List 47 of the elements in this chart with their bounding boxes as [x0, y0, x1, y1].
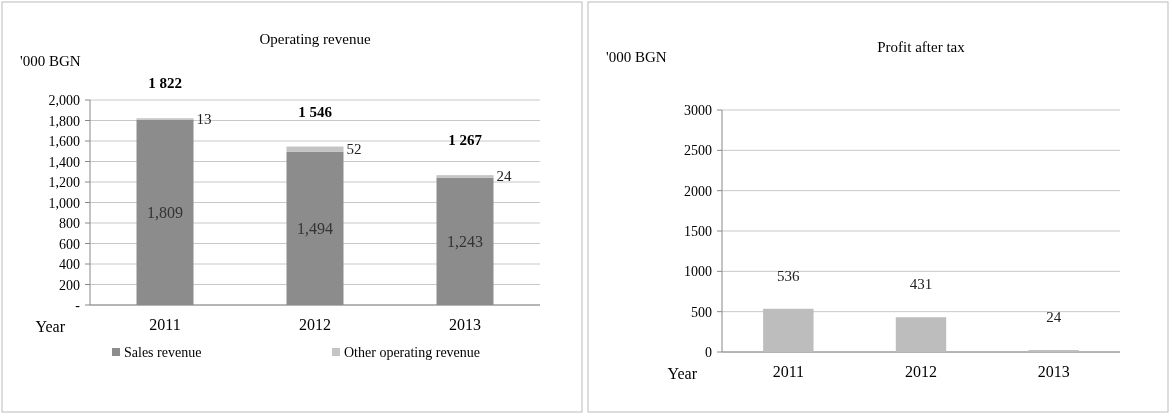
x-axis-title: Year	[35, 318, 66, 335]
total-label: 1 546	[298, 103, 333, 120]
bar	[895, 317, 947, 352]
data-label: 13	[196, 110, 212, 127]
y-tick-label: 1,400	[48, 154, 80, 170]
total-label: 1 267	[448, 132, 483, 149]
chart-title: Profit after tax	[877, 39, 966, 55]
y-tick-label: 600	[59, 236, 80, 252]
chart-title: Operating revenue	[259, 31, 371, 47]
y-tick-label: 2,000	[48, 93, 80, 108]
x-tick-label: 2012	[905, 363, 937, 380]
y-tick-label: 1,000	[48, 195, 80, 211]
x-tick-label: 2012	[299, 316, 331, 333]
y-axis-title: '000 BGN	[20, 53, 81, 69]
y-tick-label: 200	[59, 277, 80, 293]
data-label: 1,809	[147, 204, 183, 222]
y-tick-label: 2000	[684, 183, 712, 199]
legend-label: Sales revenue	[124, 345, 202, 360]
data-label: 52	[346, 141, 362, 158]
x-tick-label: 2011	[772, 363, 805, 380]
y-tick-label: 1,800	[48, 113, 80, 129]
total-label: 1 822	[148, 75, 182, 92]
y-tick-label: 1500	[684, 224, 712, 239]
y-tick-label: 1000	[684, 264, 712, 280]
y-tick-label: 400	[59, 257, 80, 272]
y-tick-label: 3000	[684, 103, 712, 118]
x-tick-label: 2013	[1037, 363, 1070, 380]
y-tick-label: 500	[691, 304, 712, 320]
legend-label: Other operating revenue	[344, 345, 481, 360]
y-tick-label: 0	[705, 345, 712, 360]
y-tick-label: -	[75, 298, 81, 313]
bar	[436, 175, 494, 178]
data-label: 24	[496, 168, 512, 185]
bar	[286, 146, 344, 152]
data-label: 24	[1046, 309, 1062, 326]
x-tick-label: 2013	[449, 316, 481, 333]
data-label: 536	[777, 267, 801, 284]
data-label: 431	[909, 276, 933, 293]
y-tick-label: 1,200	[48, 175, 80, 190]
data-label: 1,494	[297, 220, 333, 238]
data-label: 1,243	[447, 233, 483, 251]
y-tick-label: 1,600	[48, 134, 80, 149]
y-tick-label: 2500	[684, 143, 712, 159]
x-tick-label: 2011	[149, 316, 181, 333]
x-axis-title: Year	[667, 365, 698, 382]
y-axis-title: '000 BGN	[606, 49, 667, 65]
y-tick-label: 800	[59, 216, 80, 231]
